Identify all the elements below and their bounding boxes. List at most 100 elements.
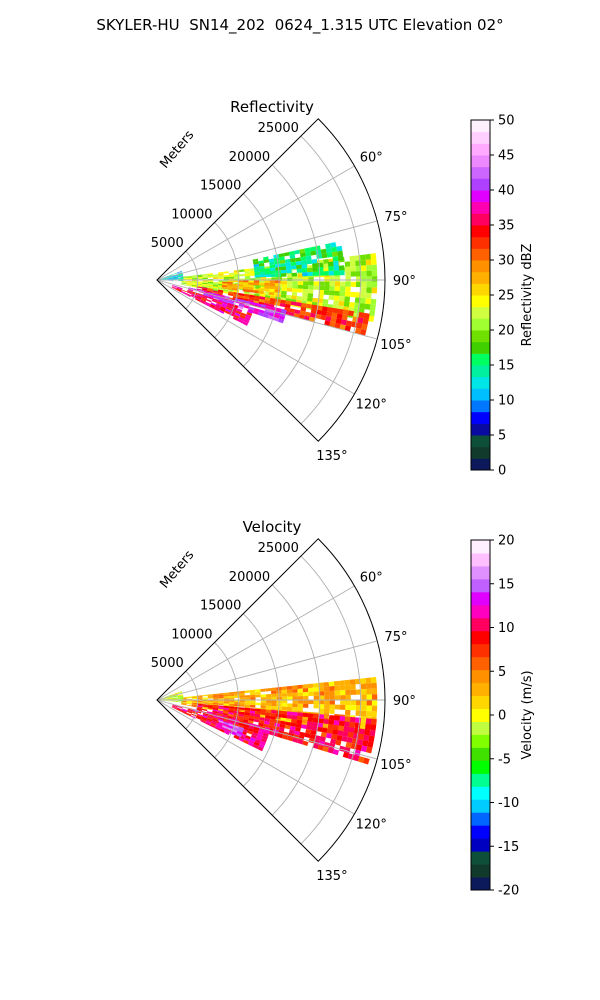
azimuth-tick-label: 105° xyxy=(380,758,411,773)
echo-cell xyxy=(294,309,301,315)
colorbar-swatch xyxy=(471,178,490,191)
echo-cell xyxy=(258,263,265,267)
echo-cell xyxy=(207,285,213,288)
echo-cell xyxy=(178,277,184,279)
echo-cell xyxy=(305,255,312,261)
echo-cell xyxy=(237,717,244,722)
echo-cell xyxy=(331,246,338,253)
echo-cell xyxy=(218,273,224,276)
echo-cell xyxy=(322,298,329,305)
echo-cell xyxy=(371,264,378,271)
colorbar-swatch xyxy=(471,353,490,366)
echo-cell xyxy=(202,275,208,277)
echo-cell xyxy=(250,697,256,700)
echo-cell xyxy=(217,710,224,713)
echo-cell xyxy=(269,300,276,305)
echo-cell xyxy=(328,681,335,687)
colorbar-tick-label: -15 xyxy=(498,840,519,855)
echo-cell xyxy=(171,287,177,290)
echo-cell xyxy=(177,707,183,710)
echo-cell xyxy=(365,253,371,260)
echo-cell xyxy=(302,292,308,298)
azimuth-tick-label: 105° xyxy=(380,338,411,353)
echo-cell xyxy=(218,693,224,696)
echo-cell xyxy=(324,704,330,710)
echo-cell xyxy=(222,723,229,728)
echo-cell xyxy=(218,703,224,706)
echo-cell xyxy=(301,302,307,308)
echo-cell xyxy=(310,729,317,736)
echo-cell xyxy=(291,715,298,720)
colorbar-tick-label: -5 xyxy=(498,752,511,767)
echo-cell xyxy=(302,684,308,689)
echo-cell xyxy=(181,703,187,706)
echo-cell xyxy=(274,260,281,265)
echo-cell xyxy=(213,695,219,698)
echo-cell xyxy=(214,293,220,297)
echo-cell xyxy=(217,723,223,727)
echo-cell xyxy=(249,737,256,742)
echo-cell xyxy=(195,298,201,302)
echo-cell xyxy=(311,258,318,264)
echo-cell xyxy=(197,704,203,707)
echo-cell xyxy=(211,299,218,303)
echo-cell xyxy=(265,702,272,706)
echo-cell xyxy=(167,279,173,280)
echo-cell xyxy=(280,266,287,271)
echo-cell xyxy=(313,285,319,290)
echo-cell xyxy=(207,284,213,287)
echo-cell xyxy=(244,712,250,716)
echo-cell xyxy=(371,287,378,294)
echo-cell xyxy=(207,715,214,719)
echo-cell xyxy=(327,724,334,730)
echo-cell xyxy=(360,710,367,717)
echo-cell xyxy=(258,288,265,292)
echo-cell xyxy=(306,259,313,265)
echo-cell xyxy=(181,703,187,705)
echo-cell xyxy=(218,705,224,708)
echo-cell xyxy=(227,285,233,288)
echo-cell xyxy=(345,286,351,292)
echo-cell xyxy=(360,265,367,272)
echo-cell xyxy=(167,276,173,278)
echo-cell xyxy=(330,317,337,323)
echo-cell xyxy=(196,294,203,298)
echo-cell xyxy=(202,276,208,279)
figure-title: SKYLER-HU SN14_202 0624_1.315 UTC Elevat… xyxy=(96,16,504,34)
echo-cell xyxy=(167,697,173,699)
echo-cell xyxy=(244,710,251,714)
echo-cell xyxy=(186,701,192,703)
echo-cell xyxy=(244,695,251,698)
echo-cell xyxy=(225,306,232,311)
colorbar-swatch xyxy=(471,365,490,378)
echo-cell xyxy=(273,254,280,259)
colorbar-swatch xyxy=(471,643,490,658)
echo-cell xyxy=(181,701,187,703)
echo-cell xyxy=(275,270,282,274)
echo-cell xyxy=(269,718,276,723)
echo-cell xyxy=(369,309,376,317)
echo-cell xyxy=(207,274,214,277)
echo-cell xyxy=(308,281,314,286)
echo-cell xyxy=(172,695,178,698)
echo-cell xyxy=(248,725,255,730)
echo-cell xyxy=(172,696,178,698)
colorbar-label: Velocity (m/s) xyxy=(520,670,535,759)
echo-cell xyxy=(320,732,327,738)
echo-cell xyxy=(262,732,269,738)
echo-cell xyxy=(291,718,297,724)
echo-cell xyxy=(334,690,341,696)
echo-cell xyxy=(366,694,372,700)
echo-cell xyxy=(297,703,304,708)
echo-cell xyxy=(281,703,288,707)
echo-cell xyxy=(172,275,178,278)
echo-cell xyxy=(255,708,261,712)
echo-cell xyxy=(223,274,229,278)
colorbar-swatch xyxy=(471,411,490,424)
echo-cell xyxy=(222,289,229,292)
echo-cell xyxy=(172,694,178,697)
echo-cell xyxy=(274,722,281,728)
colorbar-swatch xyxy=(471,201,490,214)
echo-cell xyxy=(172,698,179,700)
echo-cell xyxy=(195,297,201,301)
